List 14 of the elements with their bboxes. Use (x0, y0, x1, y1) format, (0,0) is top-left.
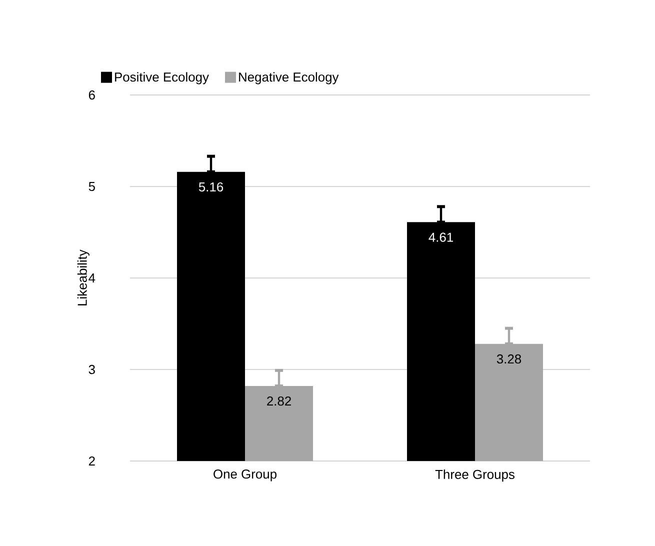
legend-label: Negative Ecology (239, 72, 339, 84)
legend-label: Positive Ecology (115, 72, 209, 84)
y-tick-label: 2 (88, 456, 95, 466)
x-tick-label: One Group (214, 469, 276, 482)
y-tick-label: 5 (88, 182, 95, 191)
y-tick-label: 4 (88, 274, 96, 282)
data-label: 2.82 (267, 396, 291, 406)
y-tick-label: 3 (88, 364, 95, 374)
data-label: 4.61 (428, 232, 453, 242)
x-tick-label: Three Groups (435, 469, 514, 482)
data-label: 3.28 (496, 354, 522, 364)
y-tick-label: 6 (88, 90, 95, 100)
data-label: 5.16 (198, 182, 224, 192)
y-axis-title: Likeability (77, 250, 90, 306)
